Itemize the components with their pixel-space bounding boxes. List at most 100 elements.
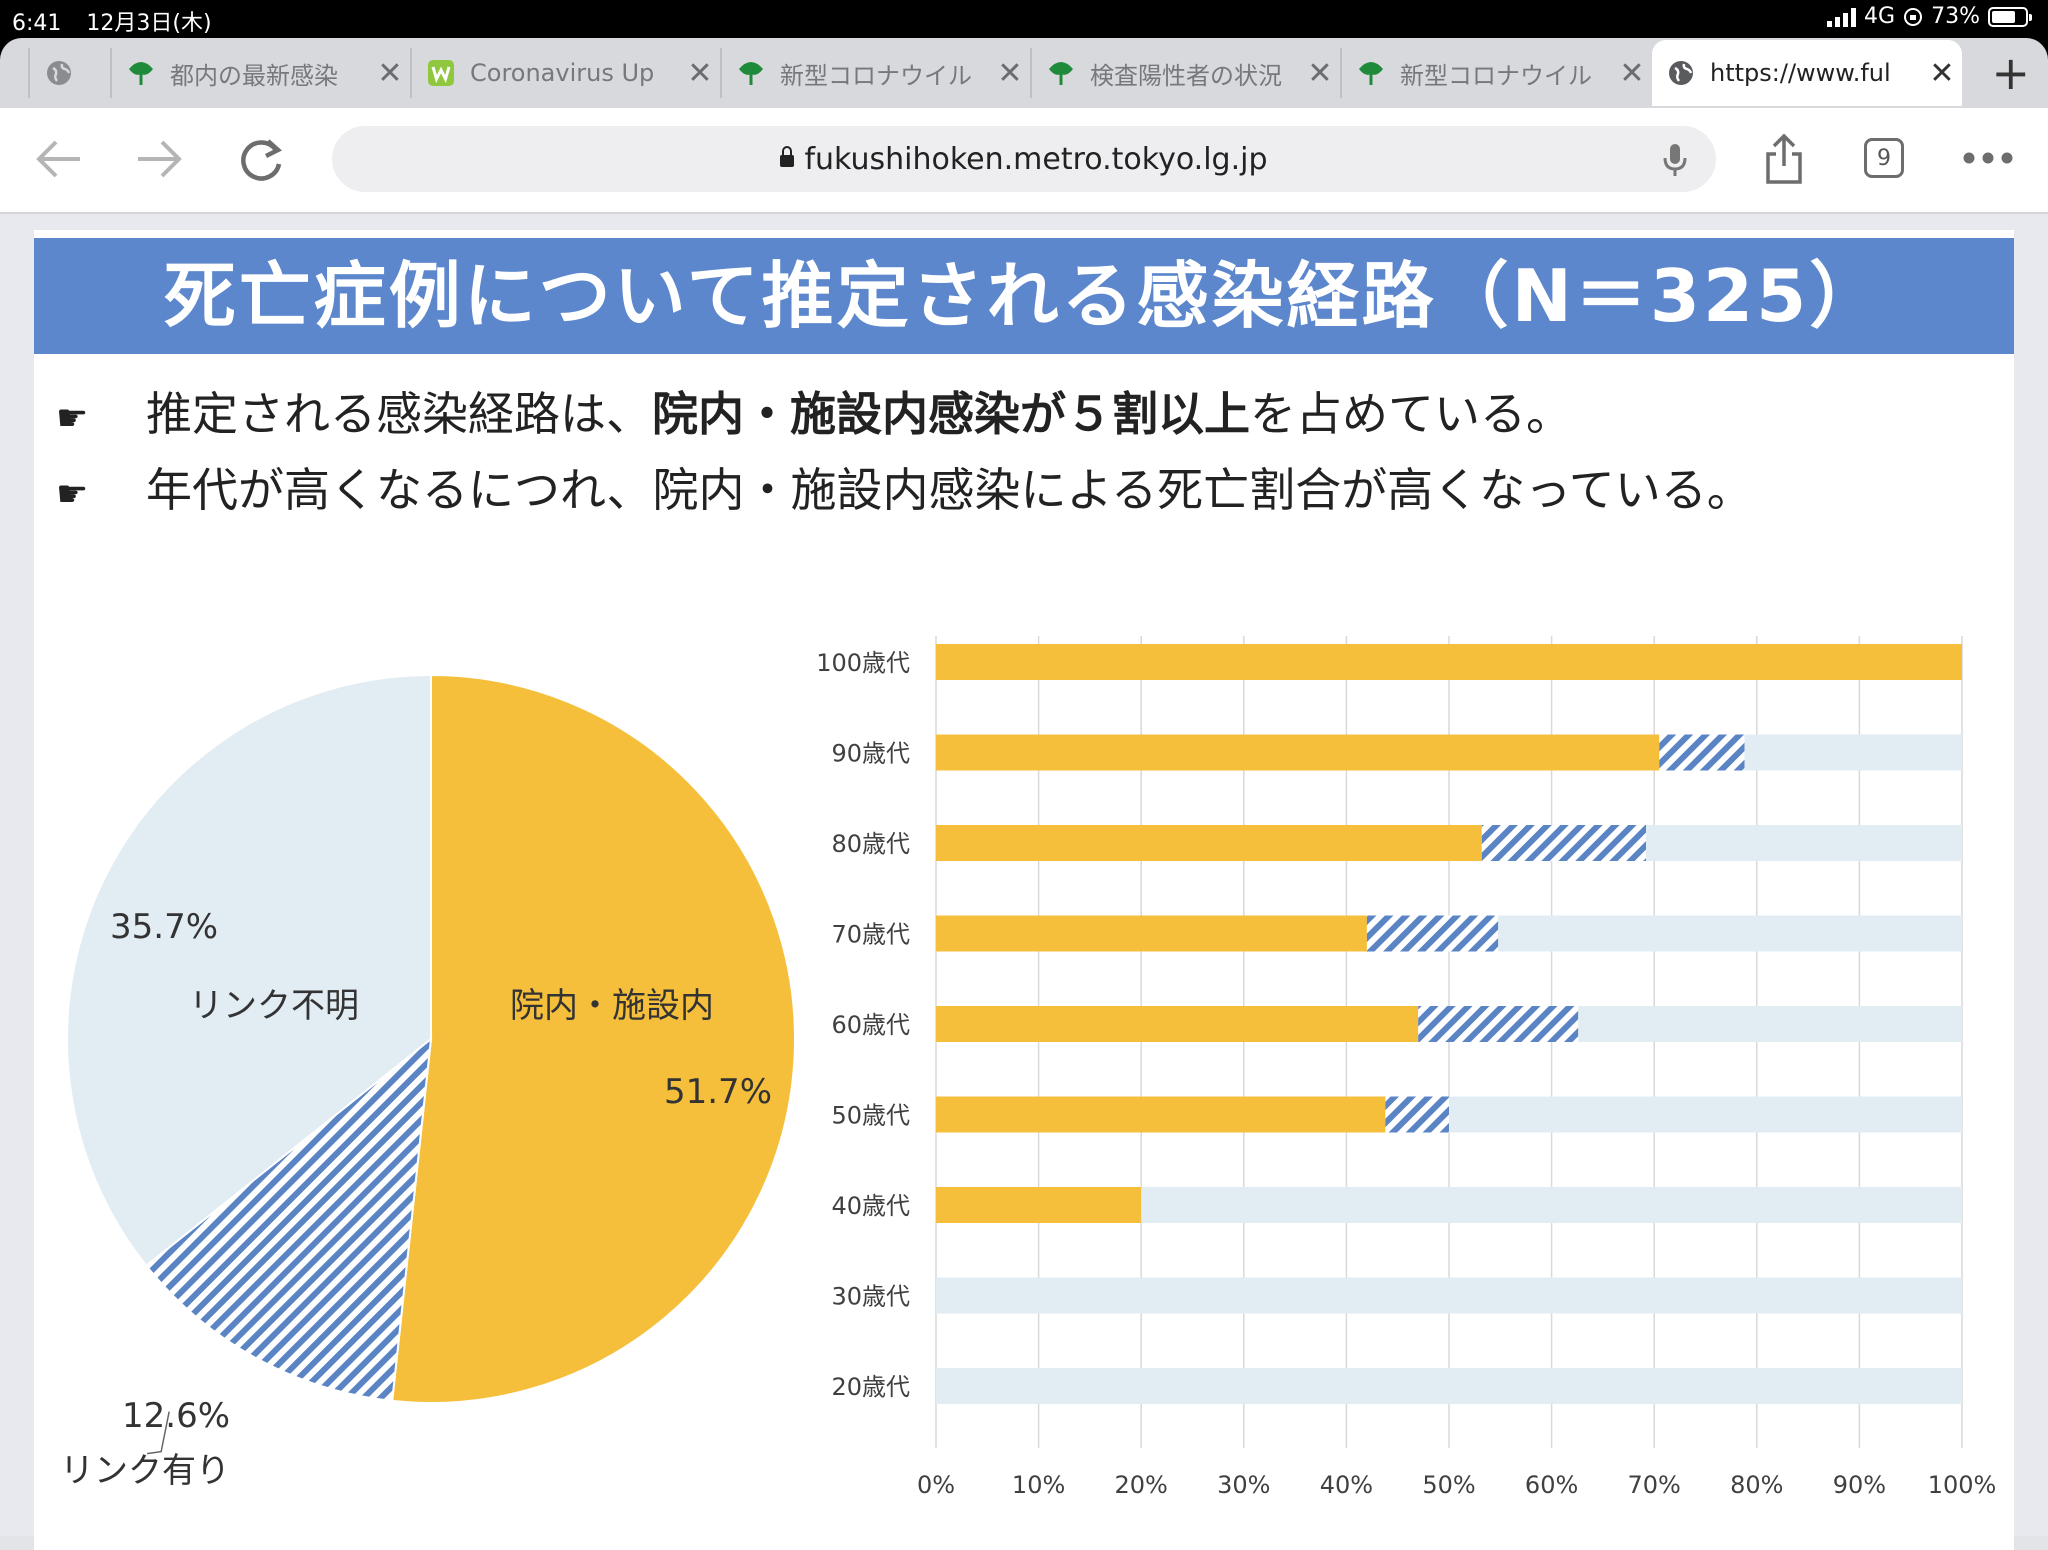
bar-category-label: 60歳代 — [831, 1011, 910, 1039]
tab-6-close-icon[interactable]: ✕ — [1929, 55, 1955, 91]
slide-title: 死亡症例について推定される感染経路（N＝325） — [34, 238, 2014, 354]
bar-segment — [936, 734, 1660, 771]
new-tab-plus-icon[interactable]: + — [1991, 46, 2030, 100]
microphone-icon[interactable] — [1660, 142, 1690, 186]
bar-segment — [1366, 915, 1499, 952]
x-tick-label: 40% — [1320, 1471, 1373, 1499]
tab-4-close-icon[interactable]: ✕ — [1307, 55, 1333, 91]
tab-5-close-icon[interactable]: ✕ — [1619, 55, 1645, 91]
tab-1[interactable]: 都内の最新感染 ✕ — [112, 48, 412, 98]
x-tick-label: 20% — [1115, 1471, 1168, 1499]
bar-segment — [1498, 915, 1962, 952]
bar-segment — [1418, 1006, 1579, 1042]
bar-segment — [936, 1368, 1962, 1404]
bullet-2-text: 年代が高くなるにつれ、院内・施設内感染による死亡割合が高くなっている。 — [146, 463, 1753, 517]
page-content: 死亡症例について推定される感染経路（N＝325） ☛ 推定される感染経路は、院内・… — [0, 214, 2048, 1550]
bullet-1-bold: 院内・施設内感染が５割以上 — [652, 387, 1250, 441]
stacked-bar-chart: 100歳代 90歳代 80歳代 70歳代 60歳代 50歳代 40歳代 30歳代 20歳代 0% 1… — [816, 636, 1996, 1499]
bar-category-label: 30歳代 — [831, 1283, 910, 1311]
url-text: fukushihoken.metro.tokyo.lg.jp — [804, 141, 1268, 177]
address-bar[interactable]: fukushihoken.metro.tokyo.lg.jp — [332, 126, 1716, 192]
x-tick-label: 0% — [917, 1471, 955, 1499]
reload-icon[interactable] — [236, 136, 286, 193]
bar-segment — [1744, 734, 1962, 771]
tokyo-ginkgo-icon — [1356, 58, 1386, 88]
pie-slice-1 — [144, 1036, 433, 1403]
browser-toolbar: fukushihoken.metro.tokyo.lg.jp 9 — [0, 108, 2048, 214]
bar-segment — [936, 1277, 1962, 1314]
pointing-hand-icon: ☛ — [56, 398, 89, 439]
cellular-signal-icon — [1827, 7, 1857, 27]
battery-percent: 73% — [1931, 4, 1980, 29]
tokyo-ginkgo-icon — [1046, 58, 1076, 88]
share-icon[interactable] — [1762, 132, 1806, 190]
bar-category-label: 20歳代 — [831, 1373, 910, 1401]
bar-segment — [1481, 825, 1646, 861]
bar-category-label: 40歳代 — [831, 1192, 910, 1220]
back-arrow-icon[interactable] — [34, 136, 84, 189]
pie-slice-2 — [66, 673, 432, 1268]
slide: 死亡症例について推定される感染経路（N＝325） ☛ 推定される感染経路は、院内・… — [34, 230, 2014, 1550]
x-tick-label: 100% — [1928, 1471, 1997, 1499]
x-tick-label: 70% — [1628, 1471, 1681, 1499]
tab-5[interactable]: 新型コロナウイル ✕ — [1342, 48, 1652, 98]
bar-segment — [936, 644, 1962, 680]
charts: 院内・施設内 51.7% リンク不明 35.7% 12.6% リンク有り 100歳代 90歳… — [60, 636, 1996, 1499]
bar-category-label: 90歳代 — [831, 740, 910, 768]
pie-chart: 院内・施設内 51.7% リンク不明 35.7% 12.6% リンク有り — [60, 673, 796, 1491]
pie-leader-line — [147, 1411, 170, 1455]
bar-segment — [1141, 1187, 1962, 1223]
bullet-1: ☛ 推定される感染経路は、院内・施設内感染が５割以上を占めている。 — [56, 378, 1572, 444]
bar-segment — [936, 825, 1482, 861]
tab-2-close-icon[interactable]: ✕ — [687, 55, 713, 91]
clock: 6:41 — [12, 11, 62, 36]
tab-count: 9 — [1877, 145, 1891, 171]
bar-segment — [1659, 734, 1745, 771]
x-tick-label: 80% — [1730, 1471, 1783, 1499]
more-options-icon[interactable] — [1962, 150, 2014, 169]
bullet-1-pre: 推定される感染経路は、 — [146, 387, 652, 441]
bar-segment — [936, 1006, 1419, 1042]
tab-1-title: 都内の最新感染 — [170, 61, 338, 90]
pie-label-name-1: リンク有り — [60, 1451, 230, 1491]
bar-segment — [936, 915, 1367, 952]
forward-arrow-icon[interactable] — [134, 136, 184, 189]
tab-count-button[interactable]: 9 — [1864, 138, 1904, 178]
bar-segment — [1449, 1096, 1962, 1133]
tab-3-close-icon[interactable]: ✕ — [997, 55, 1023, 91]
x-tick-label: 30% — [1217, 1471, 1270, 1499]
pie-label-name-2: リンク不明 — [189, 986, 359, 1026]
x-tick-label: 60% — [1525, 1471, 1578, 1499]
network-type: 4G — [1864, 4, 1896, 29]
battery-level — [1992, 10, 2016, 23]
bullet-1-post: を占めている。 — [1250, 387, 1572, 441]
tokyo-ginkgo-icon — [126, 58, 156, 88]
x-tick-label: 90% — [1833, 1471, 1886, 1499]
pie-label-value-0: 51.7% — [664, 1072, 772, 1112]
tab-6-title: https://www.ful — [1710, 59, 1891, 87]
bar-segment — [1645, 825, 1962, 861]
pointing-hand-icon: ☛ — [56, 474, 89, 515]
bar-category-label: 50歳代 — [831, 1102, 910, 1130]
tab-6-active[interactable]: https://www.ful ✕ — [1652, 40, 1962, 106]
tab-bar: 都内の最新感染 ✕ Coronavirus Up ✕ 新型コロナウイル ✕ 検査… — [0, 38, 2048, 108]
bullet-2: ☛ 年代が高くなるにつれ、院内・施設内感染による死亡割合が高くなっている。 — [56, 454, 1753, 520]
bar-segment — [1578, 1006, 1962, 1042]
pie-label-value-1: 12.6% — [122, 1396, 230, 1436]
tab-overflow[interactable] — [28, 48, 112, 98]
tab-3[interactable]: 新型コロナウイル ✕ — [722, 48, 1032, 98]
status-bar: 6:41 12月3日(木) 4G 73% — [0, 0, 2048, 38]
battery-icon — [1988, 6, 2032, 27]
tab-2[interactable]: Coronavirus Up ✕ — [412, 48, 722, 98]
tab-1-close-icon[interactable]: ✕ — [377, 55, 403, 91]
w-logo-icon — [426, 58, 456, 88]
tab-4[interactable]: 検査陽性者の状況 ✕ — [1032, 48, 1342, 98]
tab-2-title: Coronavirus Up — [470, 59, 655, 87]
pie-slice-0 — [391, 673, 796, 1404]
globe-icon — [1666, 58, 1696, 88]
bar-segment — [1385, 1096, 1449, 1133]
tab-3-title: 新型コロナウイル — [780, 61, 972, 90]
tab-4-title: 検査陽性者の状況 — [1090, 61, 1282, 90]
bar-category-label: 100歳代 — [816, 649, 910, 677]
bar-segment — [936, 1096, 1386, 1133]
